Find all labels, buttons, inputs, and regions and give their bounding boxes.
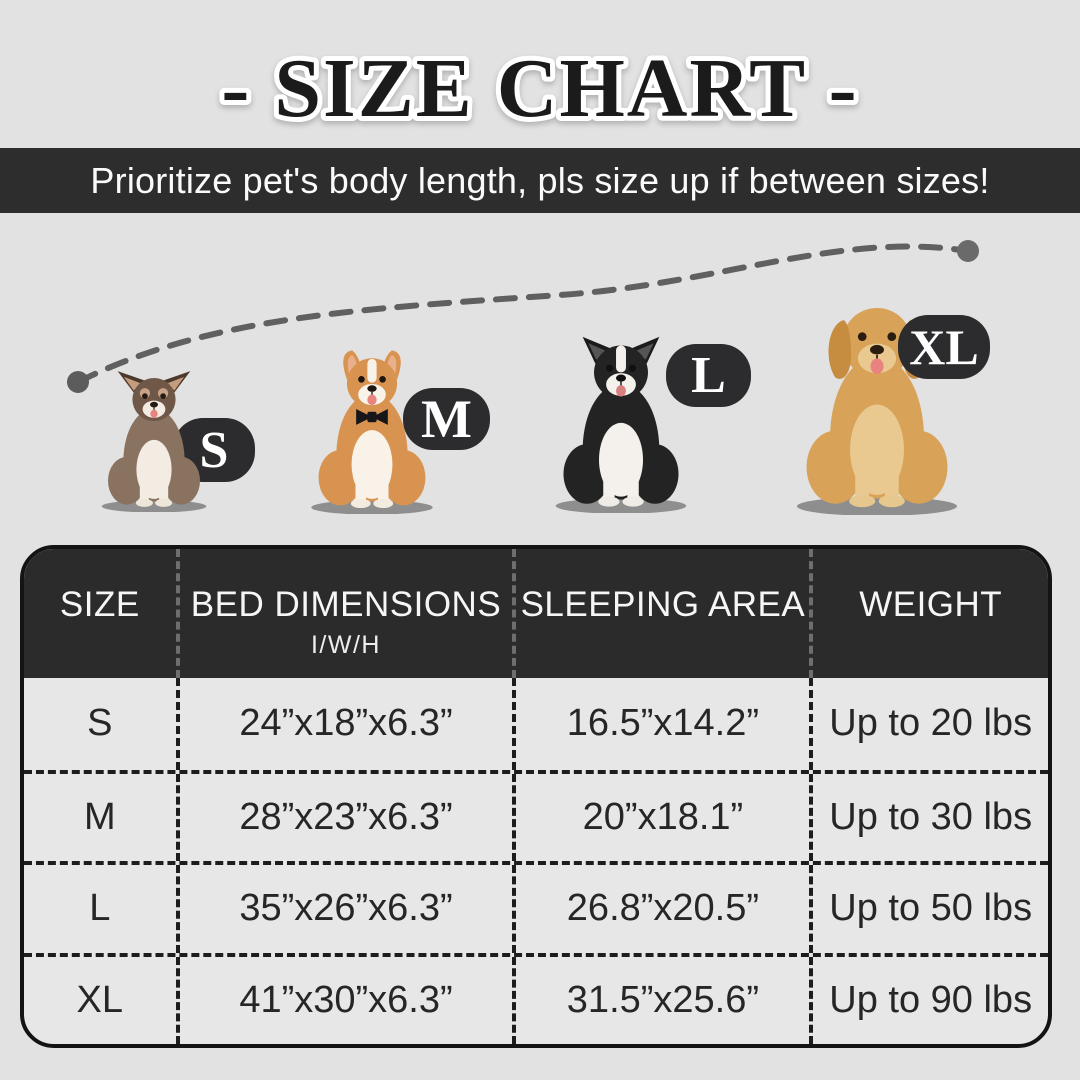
cell-xl-bed: 41”x30”x6.3” [175, 956, 513, 1044]
table-header-row: SIZE BED DIMENSIONS I/W/H SLEEPING AREA … [24, 549, 1048, 678]
size-badge-xl-label: XL [909, 319, 979, 375]
dashed-curve-path [75, 243, 971, 385]
cell-l-weight: Up to 50 lbs [809, 865, 1048, 953]
page-title-text: - SIZE CHART - [216, 37, 861, 140]
size-badge-s: S [173, 418, 255, 482]
cell-s-weight: Up to 20 lbs [809, 678, 1048, 770]
cell-text: XL [76, 978, 124, 1021]
size-badge-m: M [403, 388, 490, 450]
cell-text: Up to 30 lbs [829, 795, 1033, 838]
advice-banner-text: Prioritize pet's body length, pls size u… [90, 159, 990, 201]
dog-chihuahua-icon [101, 371, 207, 512]
cell-s-sleep: 16.5”x14.2” [512, 678, 809, 770]
cell-xl-sleep: 31.5”x25.6” [512, 956, 809, 1044]
cell-l-bed: 35”x26”x6.3” [175, 865, 513, 953]
header-cell-size: SIZE [24, 549, 176, 678]
size-badge-l: L [666, 344, 751, 407]
cell-text: 16.5”x14.2” [566, 702, 760, 745]
dog-size-scene: S M L XL [0, 213, 1080, 545]
dog-border-collie-icon [555, 336, 687, 513]
cell-xl-weight: Up to 90 lbs [809, 956, 1048, 1044]
cell-text: 31.5”x25.6” [566, 978, 760, 1021]
cell-s-bed: 24”x18”x6.3” [175, 678, 513, 770]
header-cell-weight: WEIGHT [809, 549, 1048, 678]
header-weight-label: WEIGHT [859, 585, 1003, 624]
size-badge-m-label: M [421, 389, 472, 449]
page-title-label: - SIZE CHART - [221, 42, 858, 135]
cell-text: S [87, 702, 113, 745]
page-title: - SIZE CHART - [0, 0, 1080, 150]
size-badge-l-label: L [691, 347, 726, 404]
cell-s-size: S [24, 678, 176, 770]
header-sleep-label: SLEEPING AREA [520, 585, 806, 624]
cell-m-size: M [24, 774, 176, 862]
header-cell-sleeping-area: SLEEPING AREA [512, 549, 809, 678]
growth-dashed-curve-icon [67, 240, 979, 393]
cell-xl-size: XL [24, 957, 176, 1045]
cell-text: L [89, 887, 111, 930]
cell-text: Up to 50 lbs [829, 887, 1033, 930]
size-badge-xl: XL [898, 315, 990, 379]
dog-corgi-icon [311, 350, 433, 514]
cell-text: M [83, 795, 116, 838]
header-cell-bed-dimensions: BED DIMENSIONS I/W/H [175, 549, 513, 678]
cell-text: 35”x26”x6.3” [239, 887, 453, 930]
table-row-s: S 24”x18”x6.3” 16.5”x14.2” Up to 20 lbs [24, 678, 1048, 770]
cell-text: Up to 20 lbs [829, 702, 1033, 745]
header-bed-sublabel: I/W/H [310, 631, 381, 659]
cell-text: 28”x23”x6.3” [239, 795, 453, 838]
cell-text: 20”x18.1” [582, 795, 744, 838]
table-row-l: L 35”x26”x6.3” 26.8”x20.5” Up to 50 lbs [24, 861, 1048, 953]
cell-m-weight: Up to 30 lbs [809, 773, 1048, 861]
cell-l-size: L [24, 865, 176, 953]
header-bed-label: BED DIMENSIONS [190, 585, 502, 624]
cell-text: 26.8”x20.5” [566, 887, 760, 930]
curve-start-dot [67, 371, 89, 393]
cell-text: Up to 90 lbs [829, 978, 1033, 1021]
cell-m-sleep: 20”x18.1” [512, 773, 809, 861]
cell-l-sleep: 26.8”x20.5” [512, 865, 809, 953]
advice-banner: Prioritize pet's body length, pls size u… [0, 148, 1080, 213]
size-table: SIZE BED DIMENSIONS I/W/H SLEEPING AREA … [20, 545, 1052, 1048]
curve-end-dot [957, 240, 979, 262]
table-row-m: M 28”x23”x6.3” 20”x18.1” Up to 30 lbs [24, 769, 1048, 862]
cell-m-bed: 28”x23”x6.3” [175, 773, 513, 861]
dog-golden-retriever-icon [796, 307, 958, 515]
cell-text: 24”x18”x6.3” [239, 702, 453, 745]
header-size-label: SIZE [59, 585, 140, 624]
table-row-xl: XL 41”x30”x6.3” 31.5”x25.6” Up to 90 lbs [24, 952, 1048, 1045]
size-badge-s-label: S [199, 421, 229, 479]
cell-text: 41”x30”x6.3” [239, 978, 453, 1021]
